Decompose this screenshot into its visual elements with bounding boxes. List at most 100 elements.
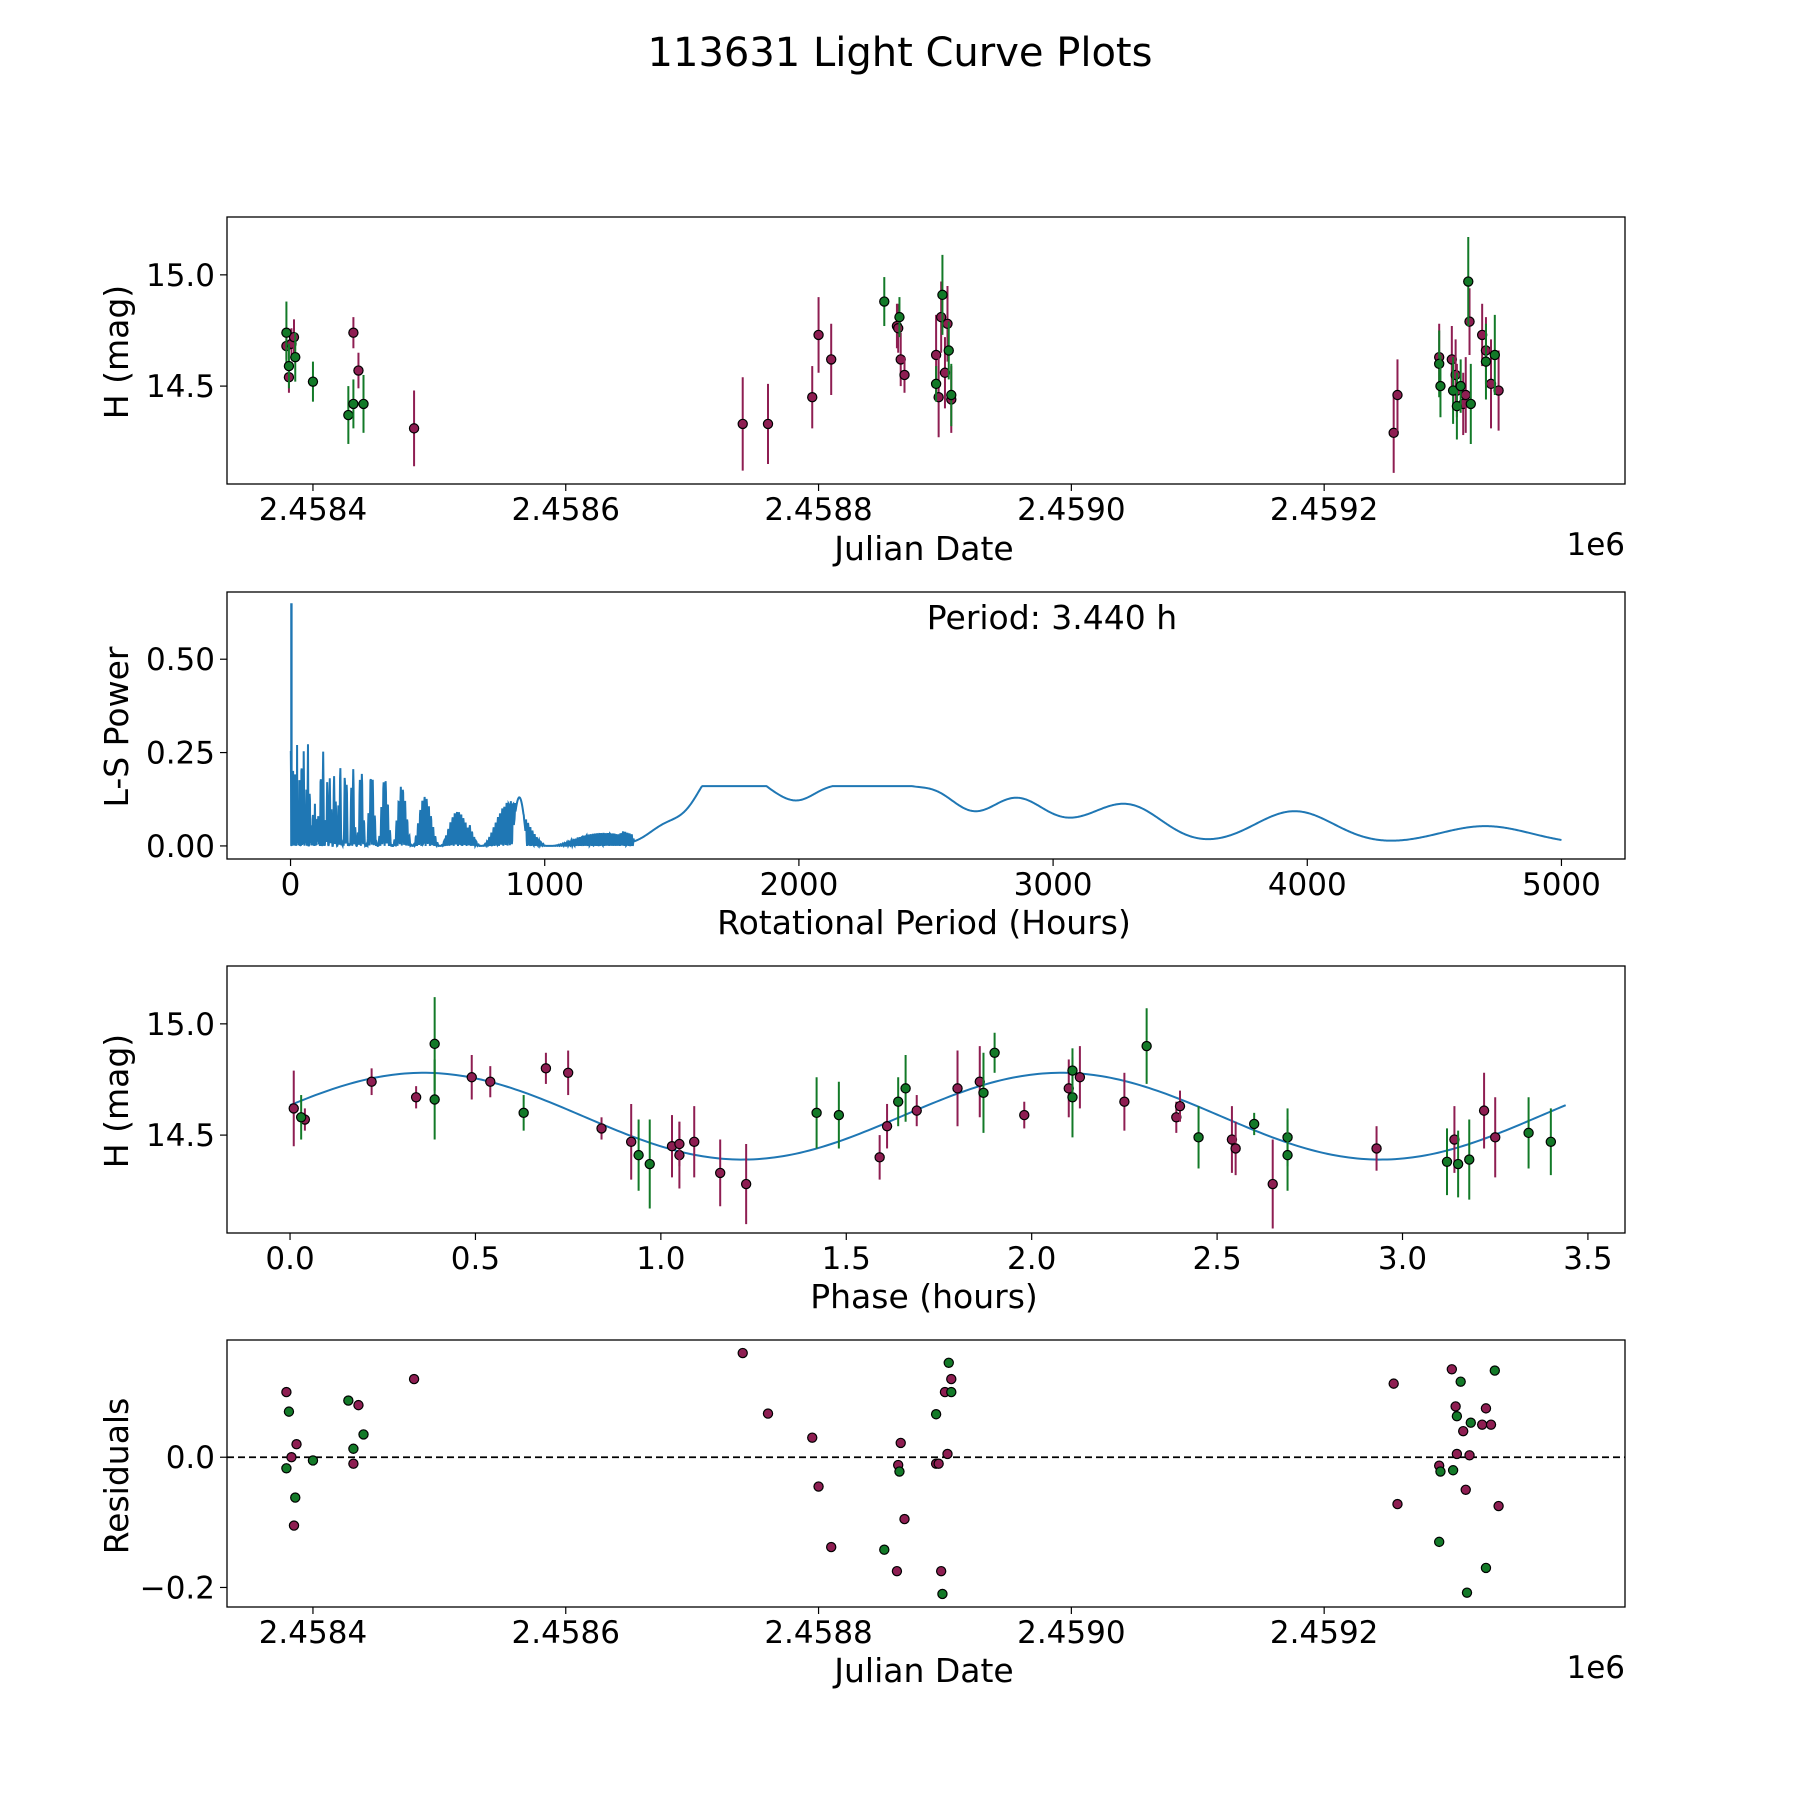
data-point-g	[1465, 1417, 1476, 1428]
x-tick-label: 5000	[1522, 867, 1601, 903]
data-point-g	[343, 1395, 354, 1406]
data-point-g	[943, 345, 954, 356]
data-point-g	[307, 376, 319, 387]
data-point-r	[1490, 1132, 1501, 1143]
data-point-r	[952, 1083, 963, 1094]
data-point-g	[1464, 1154, 1475, 1165]
data-point-r	[892, 323, 904, 334]
residuals-offset-label: 1e6	[1566, 1650, 1625, 1686]
data-point-r	[737, 418, 748, 430]
phased-xlabel: Phase (hours)	[810, 1277, 1038, 1316]
data-point-r	[281, 1386, 292, 1398]
x-tick-label: 2.4588	[764, 1615, 872, 1651]
data-point-r	[353, 365, 364, 376]
data-point-r	[942, 1448, 953, 1460]
data-point-g	[989, 1047, 1000, 1058]
data-point-r	[813, 1481, 824, 1492]
data-point-r	[1371, 1143, 1382, 1154]
data-point-r	[485, 1076, 496, 1087]
data-point-r	[1074, 1072, 1086, 1083]
data-point-r	[288, 331, 300, 343]
data-point-r	[410, 1092, 422, 1103]
data-point-g	[1435, 1466, 1446, 1477]
data-point-r	[807, 1432, 818, 1443]
data-point-g	[946, 1386, 957, 1398]
data-point-r	[737, 1347, 748, 1359]
data-point-g	[946, 389, 957, 401]
data-point-g	[930, 378, 942, 390]
data-point-g	[1248, 1118, 1260, 1130]
x-tick-label: 2.4586	[512, 1615, 620, 1651]
x-tick-label: 3000	[1014, 867, 1093, 903]
x-tick-label: 2.4590	[1017, 492, 1125, 528]
data-point-r	[288, 1103, 299, 1114]
data-point-g	[833, 1109, 845, 1121]
data-point-r	[1485, 1419, 1497, 1430]
data-point-g	[1141, 1040, 1152, 1052]
data-point-r	[1478, 1105, 1490, 1116]
data-point-g	[1452, 1158, 1464, 1170]
data-point-r	[874, 1152, 885, 1163]
y-tick-label: −0.2	[140, 1570, 215, 1606]
data-point-g	[900, 1083, 911, 1094]
y-tick-label: 0.00	[146, 829, 215, 865]
data-point-r	[1460, 1484, 1471, 1495]
data-point-g	[1455, 380, 1466, 392]
panel-phased: Phase (hours) H (mag) 0.0 0.5 1.0 1.5 2.0 2.5…	[97, 965, 1626, 1316]
data-point-g	[518, 1107, 529, 1119]
periodogram-line	[289, 744, 1562, 850]
y-tick-label: 0.0	[166, 1440, 215, 1476]
data-point-g	[894, 311, 905, 323]
data-point-g	[307, 1455, 319, 1466]
data-point-r	[714, 1167, 726, 1179]
x-tick-label: 2000	[759, 867, 838, 903]
x-tick-label: 2.4590	[1017, 1615, 1125, 1651]
data-point-r	[540, 1063, 552, 1074]
data-point-r	[689, 1136, 700, 1147]
lightcurve-ylabel: H (mag)	[97, 285, 136, 419]
data-point-g	[348, 1443, 359, 1454]
y-tick-label: 14.5	[146, 369, 215, 405]
residuals-xlabel: Julian Date	[832, 1651, 1014, 1690]
lightcurve-xlabel: Julian Date	[832, 529, 1014, 568]
x-tick-label: 2.5	[1192, 1241, 1241, 1277]
x-tick-label: 0	[281, 867, 301, 903]
data-point-g	[1455, 1376, 1466, 1387]
x-tick-label: 3.5	[1563, 1241, 1612, 1277]
axes-frame	[226, 1339, 1626, 1608]
data-point-g	[358, 1429, 369, 1440]
data-point-g	[894, 1466, 905, 1477]
data-point-r	[1174, 1100, 1186, 1112]
y-tick-label: 15.0	[146, 258, 215, 294]
data-point-r	[353, 1399, 364, 1411]
data-point-g	[348, 398, 359, 410]
data-point-g	[930, 1409, 942, 1420]
data-point-r	[291, 1438, 302, 1450]
data-point-r	[899, 1513, 910, 1525]
data-point-r	[933, 1458, 944, 1469]
data-point-g	[978, 1087, 989, 1099]
x-tick-label: 0.5	[451, 1241, 500, 1277]
data-point-r	[1464, 1450, 1475, 1461]
axes-frame	[226, 965, 1626, 1234]
data-point-r	[562, 1067, 574, 1079]
x-tick-label: 3.0	[1378, 1241, 1427, 1277]
data-point-r	[1392, 389, 1403, 401]
data-point-r	[899, 369, 910, 381]
data-point-r	[1388, 427, 1399, 439]
data-point-r	[348, 1458, 359, 1469]
data-point-r	[625, 1136, 637, 1147]
y-tick-label: 0.50	[146, 642, 215, 678]
data-point-g	[1465, 398, 1476, 410]
data-point-g	[429, 1094, 440, 1105]
data-point-r	[1460, 389, 1471, 401]
data-point-r	[762, 1408, 774, 1419]
x-tick-label: 2.4588	[764, 492, 872, 528]
data-point-g	[1067, 1065, 1078, 1076]
model-curve	[289, 1071, 1567, 1161]
data-point-r	[807, 392, 818, 403]
axes-frame	[226, 591, 1626, 860]
data-point-g	[633, 1149, 644, 1161]
data-point-r	[288, 1520, 300, 1531]
data-point-g	[358, 398, 369, 410]
